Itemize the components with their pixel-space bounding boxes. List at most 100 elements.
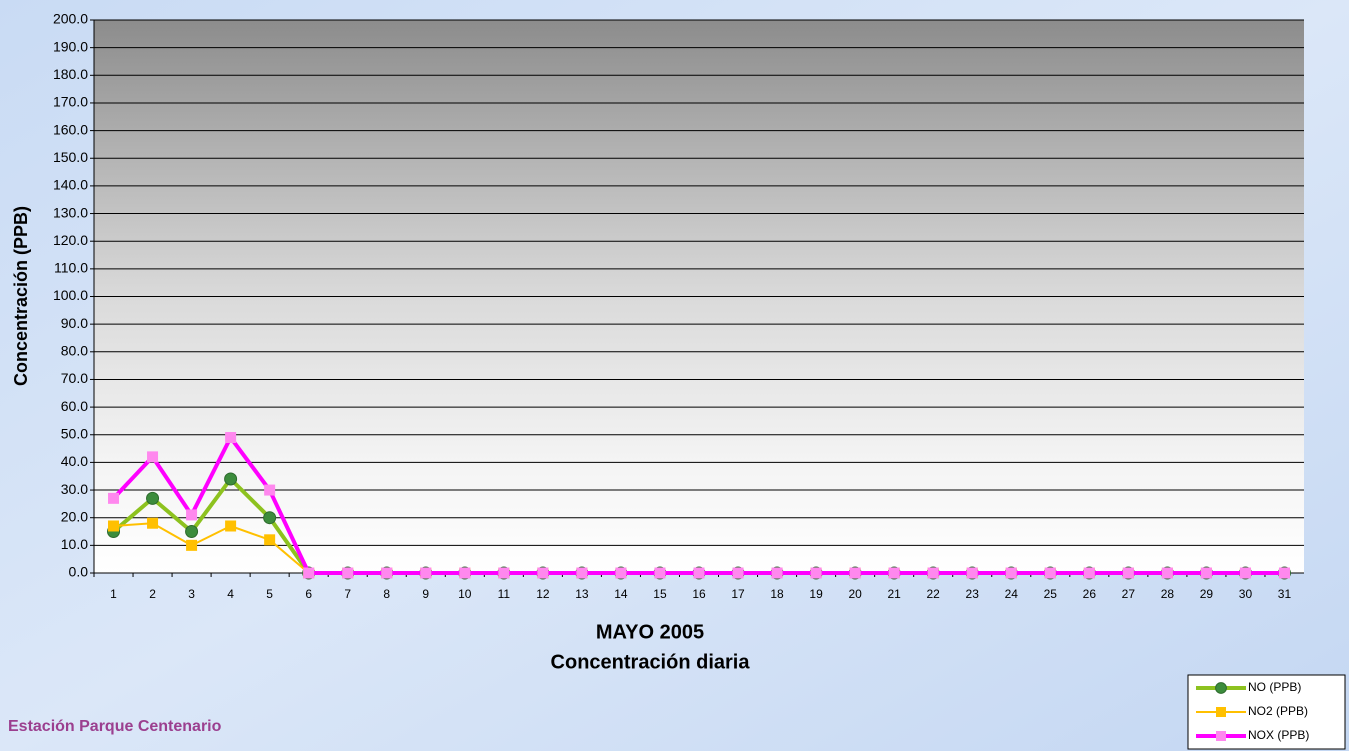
- y-tick-label: 140.0: [53, 177, 88, 193]
- y-tick-label: 200.0: [53, 11, 88, 27]
- x-tick-label: 14: [614, 587, 628, 601]
- legend-marker: [1217, 708, 1226, 717]
- data-point: [343, 568, 353, 578]
- data-point: [538, 568, 548, 578]
- data-point: [967, 568, 977, 578]
- legend-label: NO2 (PPB): [1248, 704, 1308, 718]
- data-point: [577, 568, 587, 578]
- y-tick-label: 170.0: [53, 94, 88, 110]
- x-tick-label: 17: [731, 587, 745, 601]
- x-tick-label: 13: [575, 587, 589, 601]
- data-point: [1279, 568, 1289, 578]
- data-point: [187, 510, 197, 520]
- data-point: [109, 521, 119, 531]
- y-tick-label: 100.0: [53, 287, 88, 303]
- data-point: [460, 568, 470, 578]
- x-tick-label: 2: [149, 587, 156, 601]
- y-tick-label: 10.0: [61, 536, 88, 552]
- data-point: [186, 526, 198, 538]
- x-tick-label: 28: [1161, 587, 1175, 601]
- x-tick-label: 12: [536, 587, 550, 601]
- data-point: [1201, 568, 1211, 578]
- legend-label: NOX (PPB): [1248, 728, 1309, 742]
- data-point: [382, 568, 392, 578]
- x-tick-label: 18: [770, 587, 784, 601]
- y-tick-label: 190.0: [53, 38, 88, 54]
- x-tick-label: 27: [1122, 587, 1136, 601]
- y-tick-label: 160.0: [53, 121, 88, 137]
- data-point: [225, 473, 237, 485]
- x-tick-label: 26: [1083, 587, 1097, 601]
- y-tick-label: 20.0: [61, 508, 88, 524]
- annotation: Estación Parque Centenario: [8, 718, 222, 735]
- data-point: [264, 512, 276, 524]
- x-tick-label: 15: [653, 587, 667, 601]
- legend-marker: [1217, 732, 1226, 741]
- data-point: [421, 568, 431, 578]
- data-point: [850, 568, 860, 578]
- chart: MAYO 2005 Concentración diaria Concentra…: [0, 0, 1349, 751]
- chart-subtitle: Concentración diaria: [551, 651, 751, 673]
- x-tick-label: 25: [1044, 587, 1058, 601]
- x-tick-label: 19: [809, 587, 823, 601]
- x-tick-label: 23: [966, 587, 980, 601]
- data-point: [147, 492, 159, 504]
- data-point: [187, 540, 197, 550]
- data-point: [148, 518, 158, 528]
- y-axis-label: Concentración (PPB): [11, 206, 31, 386]
- x-tick-label: 4: [227, 587, 234, 601]
- data-point: [772, 568, 782, 578]
- data-point: [226, 433, 236, 443]
- data-point: [499, 568, 509, 578]
- chart-title: MAYO 2005: [596, 621, 704, 643]
- x-tick-label: 5: [266, 587, 273, 601]
- x-tick-label: 11: [498, 587, 511, 601]
- x-tick-label: 3: [188, 587, 195, 601]
- y-tick-label: 50.0: [61, 425, 88, 441]
- data-point: [1162, 568, 1172, 578]
- data-point: [265, 535, 275, 545]
- y-tick-label: 0.0: [69, 564, 89, 580]
- data-point: [655, 568, 665, 578]
- data-point: [889, 568, 899, 578]
- x-tick-label: 22: [927, 587, 941, 601]
- data-point: [616, 568, 626, 578]
- y-tick-label: 80.0: [61, 343, 88, 359]
- data-point: [733, 568, 743, 578]
- x-tick-label: 29: [1200, 587, 1214, 601]
- y-tick-label: 40.0: [61, 453, 88, 469]
- legend-marker: [1216, 683, 1227, 694]
- y-tick-label: 150.0: [53, 149, 88, 165]
- x-tick-label: 1: [110, 587, 117, 601]
- x-tick-label: 10: [458, 587, 472, 601]
- x-tick-label: 8: [383, 587, 390, 601]
- data-point: [109, 493, 119, 503]
- y-tick-label: 90.0: [61, 315, 88, 331]
- x-tick-label: 24: [1005, 587, 1019, 601]
- data-point: [1123, 568, 1133, 578]
- data-point: [811, 568, 821, 578]
- data-point: [1084, 568, 1094, 578]
- y-tick-label: 60.0: [61, 398, 88, 414]
- y-tick-label: 120.0: [53, 232, 88, 248]
- data-point: [265, 485, 275, 495]
- x-tick-label: 21: [887, 587, 901, 601]
- x-tick-label: 30: [1239, 587, 1253, 601]
- x-tick-label: 16: [692, 587, 706, 601]
- x-tick-label: 7: [344, 587, 351, 601]
- data-point: [694, 568, 704, 578]
- y-tick-label: 180.0: [53, 66, 88, 82]
- y-tick-label: 110.0: [54, 260, 88, 276]
- x-tick-label: 6: [305, 587, 312, 601]
- data-point: [304, 568, 314, 578]
- x-tick-label: 9: [422, 587, 429, 601]
- data-point: [928, 568, 938, 578]
- data-point: [1045, 568, 1055, 578]
- x-tick-label: 20: [848, 587, 862, 601]
- y-tick-label: 70.0: [61, 370, 88, 386]
- y-tick-label: 130.0: [53, 204, 88, 220]
- y-tick-label: 30.0: [61, 481, 88, 497]
- data-point: [1006, 568, 1016, 578]
- data-point: [1240, 568, 1250, 578]
- data-point: [226, 521, 236, 531]
